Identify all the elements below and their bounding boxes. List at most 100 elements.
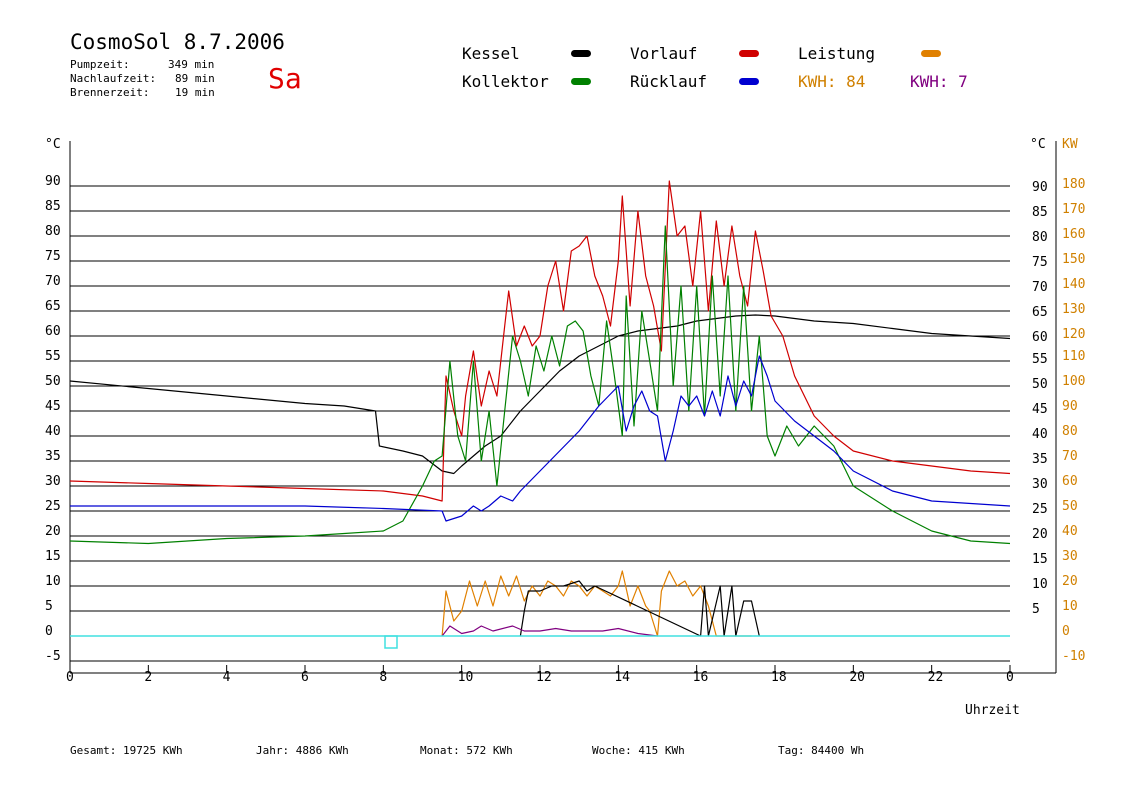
legend-kollektor: Kollektor (462, 72, 549, 91)
footer-monat: Monat: 572 KWh (420, 744, 513, 757)
y-left-tick-label: 45 (45, 399, 61, 414)
y-left-tick-label: 0 (45, 624, 53, 639)
series-line-3 (70, 355, 1011, 522)
x-tick-label: 20 (849, 670, 865, 685)
y-left-tick-label: 40 (45, 424, 61, 439)
series-line-6 (441, 625, 658, 637)
series-line-4 (441, 570, 752, 637)
y-left-tick-label: 5 (45, 599, 53, 614)
y-right-power-tick-label: -10 (1062, 649, 1085, 664)
x-tick-label: 18 (771, 670, 787, 685)
y-left-tick-label: 20 (45, 524, 61, 539)
y-right-temp-tick-label: 15 (1032, 552, 1048, 567)
footer-jahr: Jahr: 4886 KWh (256, 744, 349, 757)
y-left-tick-label: 75 (45, 249, 61, 264)
stat-brennerzeit-label: Brennerzeit: (70, 86, 150, 99)
legend-vorlauf-swatch (739, 50, 759, 57)
y-right-power-tick-label: 160 (1062, 227, 1085, 242)
y-right-power-tick-label: 140 (1062, 277, 1085, 292)
legend-leistung: Leistung (798, 44, 876, 63)
x-tick-label: 0 (66, 670, 74, 685)
y-right-power-tick-label: 80 (1062, 424, 1078, 439)
chart-lines (69, 180, 1011, 637)
y-right-temp-tick-label: 40 (1032, 427, 1048, 442)
stat-pumpzeit-label: Pumpzeit: (70, 58, 130, 71)
y-right-temp-tick-label: 10 (1032, 577, 1048, 592)
y-left-tick-label: -5 (45, 649, 61, 664)
stat-brennerzeit-value: 19 min (175, 86, 215, 99)
y-right-power-tick-label: 180 (1062, 177, 1085, 192)
legend-kessel-swatch (571, 50, 591, 57)
y-right-temp-unit: °C (1030, 137, 1046, 152)
y-right-power-tick-label: 110 (1062, 349, 1085, 364)
footer-gesamt: Gesamt: 19725 KWh (70, 744, 183, 757)
y-left-tick-label: 80 (45, 224, 61, 239)
y-right-temp-tick-label: 30 (1032, 477, 1048, 492)
series-line-5 (519, 580, 760, 637)
y-right-temp-tick-label: 85 (1032, 205, 1048, 220)
legend-kwh-84: KWH: 84 (798, 72, 866, 91)
y-right-power-tick-label: 170 (1062, 202, 1085, 217)
y-left-tick-label: 85 (45, 199, 61, 214)
x-tick-label: 14 (614, 670, 630, 685)
legend-ruecklauf: Rücklauf (630, 72, 708, 91)
x-tick-label: 22 (928, 670, 944, 685)
legend-vorlauf: Vorlauf (630, 44, 698, 63)
series-line-0 (69, 314, 1011, 475)
y-right-temp-tick-label: 5 (1032, 602, 1040, 617)
y-left-tick-label: 35 (45, 449, 61, 464)
y-right-temp-tick-label: 55 (1032, 352, 1048, 367)
y-right-power-tick-label: 150 (1062, 252, 1085, 267)
chart-title: CosmoSol 8.7.2006 (70, 30, 285, 54)
y-right-temp-tick-label: 80 (1032, 230, 1048, 245)
x-tick-label: 4 (223, 670, 231, 685)
y-right-power-tick-label: 60 (1062, 474, 1078, 489)
y-left-tick-label: 15 (45, 549, 61, 564)
chart-ticks: -505101520253035404550556065707580859051… (45, 174, 1085, 685)
cyan-marker-box (384, 635, 398, 649)
y-right-power-tick-label: 30 (1062, 549, 1078, 564)
y-left-tick-label: 90 (45, 174, 61, 189)
series-line-1 (69, 180, 1011, 502)
x-tick-label: 12 (536, 670, 552, 685)
y-left-tick-label: 55 (45, 349, 61, 364)
y-right-temp-tick-label: 65 (1032, 305, 1048, 320)
y-right-temp-tick-label: 50 (1032, 377, 1048, 392)
y-right-temp-tick-label: 25 (1032, 502, 1048, 517)
y-left-tick-label: 30 (45, 474, 61, 489)
y-right-power-tick-label: 10 (1062, 599, 1078, 614)
y-left-tick-label: 25 (45, 499, 61, 514)
y-right-power-tick-label: 130 (1062, 302, 1085, 317)
y-right-power-tick-label: 70 (1062, 449, 1078, 464)
y-right-power-tick-label: 120 (1062, 327, 1085, 342)
y-right-temp-tick-label: 45 (1032, 402, 1048, 417)
x-tick-label: 6 (301, 670, 309, 685)
legend-kwh-7: KWH: 7 (910, 72, 968, 91)
y-left-unit: °C (45, 137, 61, 152)
legend-kollektor-swatch (571, 78, 591, 85)
y-left-tick-label: 60 (45, 324, 61, 339)
x-tick-label: 8 (379, 670, 387, 685)
chart-grid (69, 141, 1057, 674)
y-left-tick-label: 65 (45, 299, 61, 314)
x-tick-label: 2 (144, 670, 152, 685)
y-right-temp-tick-label: 60 (1032, 330, 1048, 345)
y-right-power-tick-label: 20 (1062, 574, 1078, 589)
y-right-power-tick-label: 90 (1062, 399, 1078, 414)
y-right-temp-tick-label: 70 (1032, 280, 1048, 295)
y-right-temp-tick-label: 20 (1032, 527, 1048, 542)
legend-kessel: Kessel (462, 44, 520, 63)
y-left-tick-label: 70 (45, 274, 61, 289)
x-tick-label: 10 (458, 670, 474, 685)
x-axis-label: Uhrzeit (965, 703, 1020, 718)
y-left-tick-label: 50 (45, 374, 61, 389)
y-right-power-tick-label: 100 (1062, 374, 1085, 389)
y-right-temp-tick-label: 75 (1032, 255, 1048, 270)
stat-nachlaufzeit-value: 89 min (175, 72, 215, 85)
weekday-label: Sa (268, 62, 302, 95)
y-right-power-tick-label: 0 (1062, 624, 1070, 639)
y-right-power-tick-label: 50 (1062, 499, 1078, 514)
legend-ruecklauf-swatch (739, 78, 759, 85)
y-right-temp-tick-label: 90 (1032, 180, 1048, 195)
